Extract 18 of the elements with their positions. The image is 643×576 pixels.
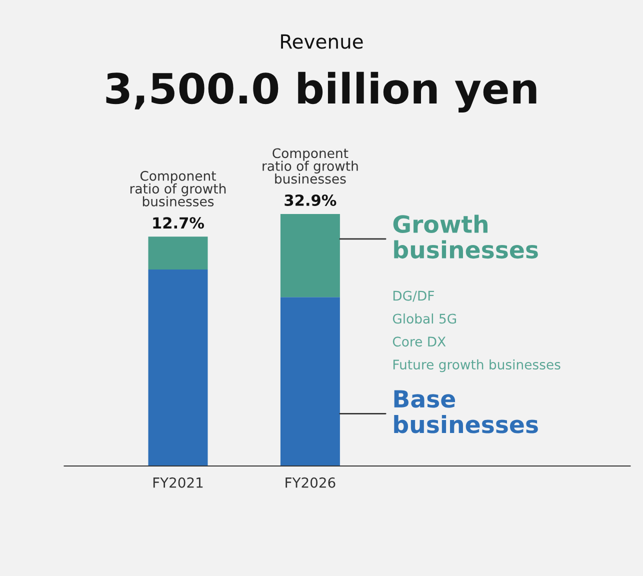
text: Growth businesses — [393, 214, 538, 259]
chart-title: Revenue — [281, 34, 363, 49]
text: DG/DF — [393, 290, 434, 302]
annotation: Component ratio of growth businesses — [262, 148, 358, 184]
chart-subtitle: 3,500.0 billion yen — [106, 72, 536, 112]
text: Global 5G — [392, 313, 456, 324]
annotation: Component ratio of growth businesses — [130, 170, 226, 206]
bar — [280, 214, 340, 298]
x-tick-label: FY2026 — [286, 477, 336, 488]
bar — [148, 236, 208, 270]
bar — [148, 269, 208, 466]
text: Core DX — [392, 336, 446, 347]
bar — [280, 297, 340, 466]
annotation: 12.7% — [153, 217, 204, 229]
annotation: 32.9% — [284, 194, 336, 206]
x-tick-label: FY2021 — [153, 477, 203, 488]
text: Future growth businesses — [393, 359, 560, 372]
text: Base businesses — [394, 390, 538, 434]
